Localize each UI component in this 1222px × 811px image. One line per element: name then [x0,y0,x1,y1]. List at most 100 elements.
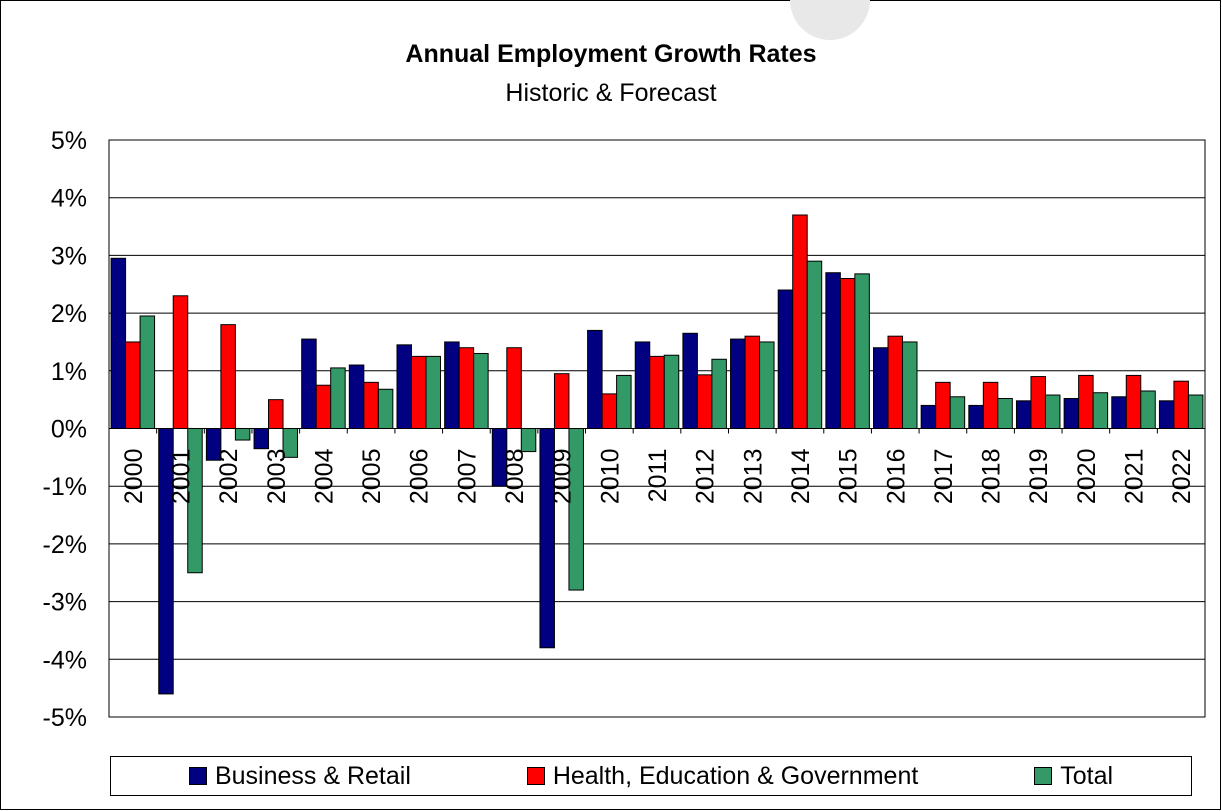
bar [506,347,522,429]
bar [711,358,727,430]
x-tick-label: 2003 [263,449,291,505]
y-tick-label: 2% [51,300,87,328]
bar [792,214,808,429]
y-tick-label: -3% [43,589,87,617]
bar [649,355,665,429]
bar [348,364,365,429]
x-tick-label: 2019 [1025,449,1053,505]
y-tick-label: 4% [51,185,87,213]
legend-item-business: Business & Retail [188,761,411,791]
y-tick-label: 3% [51,242,87,270]
bar [696,374,713,429]
bar [887,335,904,429]
bar [473,352,489,429]
bar [444,341,460,430]
legend-item-health: Health, Education & Government [526,761,919,791]
bar [730,338,746,429]
bar [396,344,412,429]
bar [1078,374,1094,429]
bar [663,354,680,430]
bar [410,355,427,429]
legend-swatch-total [1034,767,1053,785]
bar [425,355,441,429]
bar [634,341,651,430]
bar [301,338,317,429]
bar [968,404,984,430]
legend-swatch-business [188,767,207,785]
bar [377,388,394,430]
bar [1111,396,1127,430]
y-tick-label: -2% [43,531,87,559]
bar [839,277,856,430]
bar [777,289,794,429]
bar [997,397,1013,430]
chart-subtitle: Historic & Forecast [505,79,717,107]
legend-label-business: Business & Retail [214,761,411,790]
bar [601,393,618,430]
x-tick-label: 2021 [1121,449,1149,505]
chart-title: Annual Employment Growth Rates [405,40,817,68]
bar [935,381,951,429]
bar [825,272,841,429]
bar [330,367,346,430]
y-tick-label: -5% [43,704,87,732]
bar [587,329,603,429]
bar [139,315,156,429]
bar [902,341,918,430]
bar [315,384,332,430]
bar [982,381,999,429]
x-tick-label: 2004 [310,448,338,504]
bar [125,341,141,430]
x-tick-label: 2010 [596,449,624,505]
x-tick-label: 2015 [835,449,863,505]
x-tick-label: 2022 [1168,449,1196,505]
bar [1158,400,1175,429]
bar [268,399,284,429]
bar [110,257,127,429]
bar [759,341,775,430]
legend-label-health: Health, Education & Government [552,761,919,790]
x-tick-label: 2009 [549,449,577,505]
x-tick-label: 2006 [406,449,434,505]
bar [1140,390,1156,429]
x-tick-label: 2007 [453,449,481,505]
bar [682,332,698,430]
x-tick-label: 2005 [358,449,386,505]
x-tick-label: 2012 [692,449,720,505]
bar [553,373,570,429]
y-tick-label: 5% [51,127,87,155]
y-tick-label: -1% [43,473,87,501]
x-tick-label: 2017 [930,449,958,505]
bar [873,347,889,429]
bar [854,273,870,430]
bar [220,324,236,430]
bar [1173,380,1189,430]
legend-label-total: Total [1060,761,1114,790]
bar [744,335,761,429]
bar [1044,394,1061,429]
legend: Business & Retail Health, Education & Go… [110,756,1192,796]
bar [363,381,379,429]
bar [520,428,537,453]
legend-swatch-health [526,767,545,785]
x-tick-label: 2002 [215,449,243,505]
x-tick-label: 2020 [1073,449,1101,505]
x-tick-label: 2011 [644,449,672,503]
x-tick-label: 2008 [501,449,529,505]
y-tick-label: 0% [51,416,87,444]
bar [920,404,937,430]
bar [1015,400,1032,429]
bar [1125,374,1142,429]
bar [234,428,251,441]
x-tick-label: 2014 [787,448,815,504]
y-tick-label: -4% [43,646,87,674]
x-tick-label: 2001 [167,449,195,505]
x-tick-label: 2013 [739,449,767,505]
bar [616,374,632,429]
x-tick-label: 2000 [120,449,148,505]
bar [1187,394,1204,429]
bar [172,295,189,430]
bar [253,428,270,450]
y-tick-label: 1% [51,358,87,386]
